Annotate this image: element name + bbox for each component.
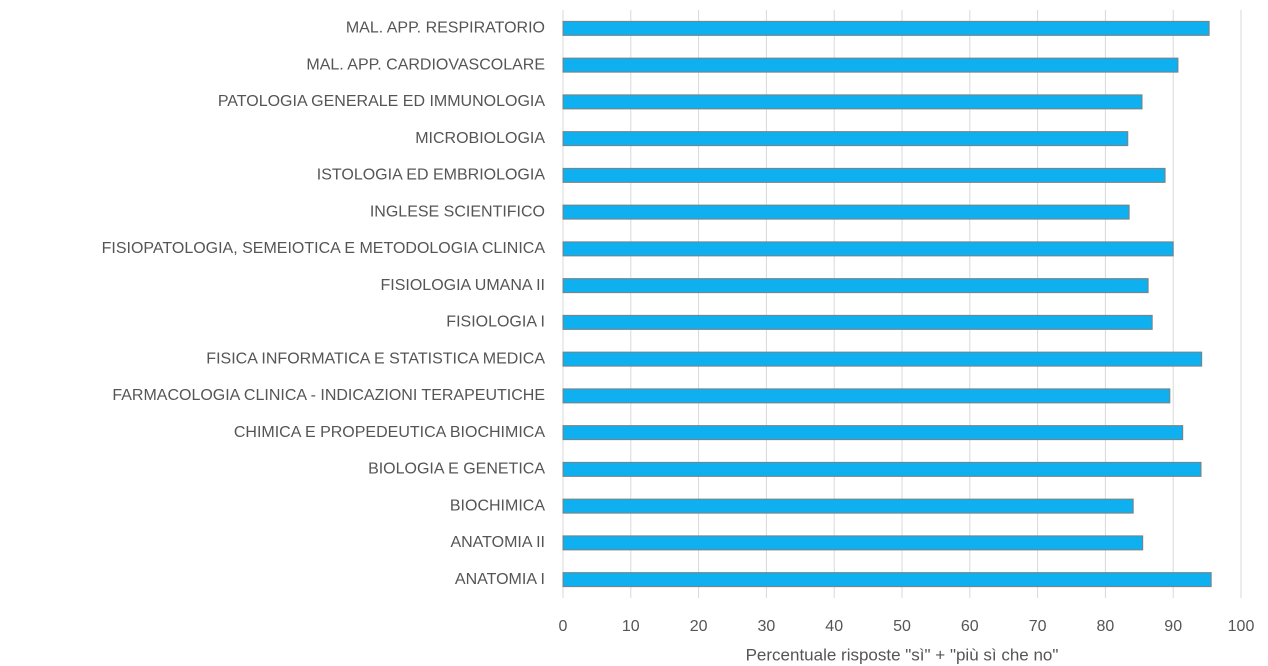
bar bbox=[562, 314, 1153, 330]
y-tick-label: ISTOLOGIA ED EMBRIOLOGIA bbox=[317, 167, 546, 184]
y-tick-label: ANATOMIA I bbox=[455, 571, 545, 588]
y-tick-label: CHIMICA E PROPEDEUTICA BIOCHIMICA bbox=[234, 424, 545, 441]
bar bbox=[562, 351, 1203, 367]
bar bbox=[562, 535, 1144, 551]
bar bbox=[562, 498, 1134, 514]
y-tick-label: MICROBIOLOGIA bbox=[415, 130, 545, 147]
x-tick-label: 20 bbox=[690, 618, 708, 635]
y-tick-label: FARMACOLOGIA CLINICA - INDICAZIONI TERAP… bbox=[112, 387, 545, 404]
bar bbox=[562, 20, 1210, 36]
y-tick-label: ANATOMIA II bbox=[450, 534, 545, 551]
bar bbox=[562, 461, 1202, 477]
y-tick-label: MAL. APP. RESPIRATORIO bbox=[346, 20, 545, 37]
bar bbox=[562, 94, 1143, 110]
x-tick-label: 0 bbox=[559, 618, 568, 635]
bar bbox=[562, 241, 1174, 257]
x-axis-title: Percentuale risposte "sì" + "più sì che … bbox=[746, 645, 1059, 664]
x-tick-label: 30 bbox=[758, 618, 776, 635]
y-tick-label: FISIOPATOLOGIA, SEMEIOTICA E METODOLOGIA… bbox=[102, 240, 546, 257]
y-tick-label: INGLESE SCIENTIFICO bbox=[370, 203, 545, 220]
x-tick-label: 90 bbox=[1164, 618, 1182, 635]
y-tick-label: FISICA INFORMATICA E STATISTICA MEDICA bbox=[206, 350, 545, 367]
y-tick-label: BIOLOGIA E GENETICA bbox=[368, 461, 545, 478]
bar bbox=[562, 57, 1179, 73]
x-tick-label: 40 bbox=[825, 618, 843, 635]
y-tick-label: PATOLOGIA GENERALE ED IMMUNOLOGIA bbox=[218, 93, 546, 110]
y-tick-label: FISIOLOGIA UMANA II bbox=[381, 277, 545, 294]
x-tick-label: 10 bbox=[622, 618, 640, 635]
x-tick-label: 100 bbox=[1228, 618, 1255, 635]
bar bbox=[562, 278, 1149, 294]
bar bbox=[562, 167, 1166, 183]
x-tick-label: 60 bbox=[961, 618, 979, 635]
bar bbox=[562, 572, 1212, 588]
x-tick-label: 50 bbox=[893, 618, 911, 635]
y-tick-label: MAL. APP. CARDIOVASCOLARE bbox=[306, 56, 545, 73]
y-tick-label: BIOCHIMICA bbox=[450, 497, 545, 514]
bar bbox=[562, 425, 1184, 441]
bar bbox=[562, 204, 1130, 220]
bar bbox=[562, 388, 1171, 404]
x-tick-label: 80 bbox=[1097, 618, 1115, 635]
x-tick-label: 70 bbox=[1029, 618, 1047, 635]
y-tick-label: FISIOLOGIA I bbox=[446, 314, 545, 331]
bar bbox=[562, 131, 1129, 147]
